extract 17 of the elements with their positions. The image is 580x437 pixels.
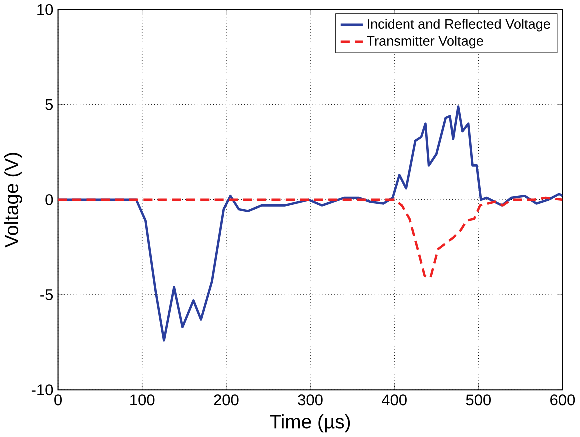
y-tick-label: 10: [38, 4, 54, 16]
x-tick-label: 200: [214, 394, 239, 406]
x-tick-label: 500: [466, 394, 492, 406]
x-tick-label: 0: [54, 394, 62, 406]
line-series: [58, 196, 563, 280]
x-tick-label: 600: [550, 394, 576, 406]
x-axis-title: Time (µs): [270, 414, 350, 433]
legend-label: Incident and Reflected Voltage: [368, 19, 550, 32]
y-tick-label: -10: [32, 384, 54, 396]
y-tick-label: 5: [46, 100, 54, 110]
y-axis-title: Voltage (V): [4, 153, 22, 248]
x-tick-label: 100: [130, 394, 155, 406]
y-tick-label: -5: [40, 290, 54, 300]
y-tick-label: 0: [46, 194, 54, 206]
x-tick-label: 300: [298, 394, 323, 406]
legend-label: Transmitter Voltage: [367, 36, 484, 49]
x-tick-label: 400: [382, 394, 407, 406]
